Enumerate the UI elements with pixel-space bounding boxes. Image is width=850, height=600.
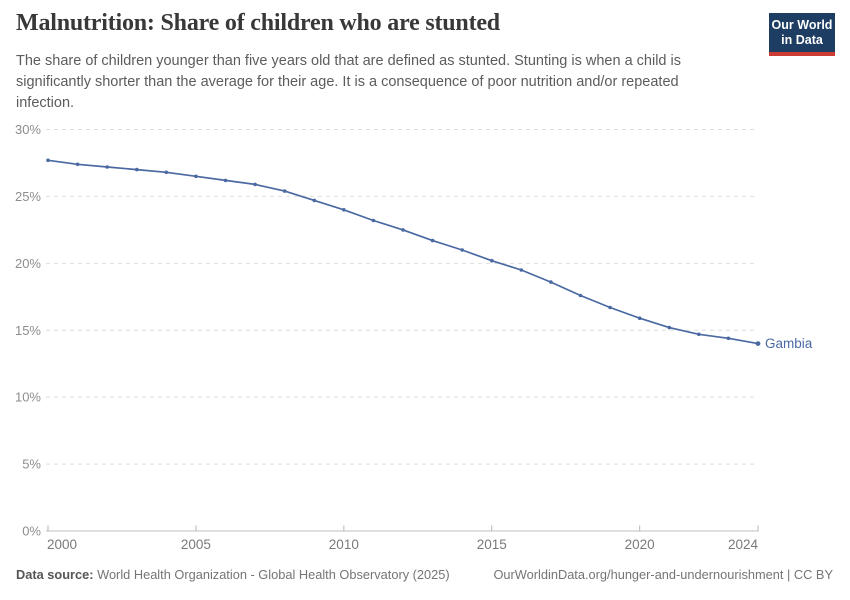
y-tick-label: 15%	[15, 323, 41, 338]
x-tick-label: 2010	[329, 537, 359, 552]
data-point[interactable]	[755, 341, 761, 346]
y-tick-label: 30%	[15, 122, 41, 137]
x-tick-label: 2005	[181, 537, 211, 552]
x-tick-label: 2015	[477, 537, 507, 552]
data-point[interactable]	[490, 258, 494, 263]
data-point[interactable]	[194, 174, 198, 179]
data-point[interactable]	[164, 170, 169, 175]
y-tick-label: 20%	[15, 256, 41, 271]
license-link[interactable]: OurWorldinData.org/hunger-and-undernouri…	[493, 567, 833, 582]
data-point[interactable]	[371, 218, 376, 223]
x-tick-label: 2024	[728, 537, 759, 552]
page-title: Malnutrition: Share of children who are …	[16, 10, 500, 36]
x-tick-label: 2020	[625, 537, 655, 552]
data-point[interactable]	[578, 293, 583, 298]
y-tick-label: 10%	[15, 390, 41, 405]
data-point[interactable]	[726, 336, 731, 341]
data-source-text[interactable]: World Health Organization - Global Healt…	[97, 567, 450, 582]
owid-logo-line2: in Data	[781, 33, 823, 47]
data-point[interactable]	[549, 280, 553, 284]
data-point[interactable]	[135, 167, 139, 172]
data-point[interactable]	[282, 189, 287, 193]
data-point[interactable]	[430, 238, 435, 243]
data-point[interactable]	[75, 162, 80, 167]
data-point[interactable]	[253, 182, 257, 187]
owid-logo[interactable]: Our World in Data	[769, 13, 835, 56]
data-point[interactable]	[105, 165, 109, 169]
data-point[interactable]	[608, 305, 612, 310]
series-end-label[interactable]: Gambia	[765, 336, 813, 351]
y-tick-label: 5%	[22, 457, 41, 472]
data-source-note: Data source: World Health Organization -…	[16, 567, 450, 582]
data-point[interactable]	[460, 248, 465, 252]
series-line[interactable]	[47, 159, 759, 345]
data-point[interactable]	[519, 268, 524, 272]
data-point[interactable]	[401, 228, 405, 232]
data-source-label: Data source:	[16, 567, 94, 582]
data-point[interactable]	[342, 208, 346, 212]
y-tick-label: 25%	[15, 189, 41, 204]
chart-subtitle: The share of children younger than five …	[16, 53, 681, 111]
data-point[interactable]	[697, 332, 701, 337]
data-point[interactable]	[223, 178, 228, 183]
y-tick-label: 0%	[22, 524, 41, 539]
data-point[interactable]	[46, 158, 50, 163]
data-point[interactable]	[637, 316, 642, 321]
data-point[interactable]	[667, 325, 672, 330]
owid-logo-line1: Our World	[771, 18, 833, 32]
x-tick-label: 2000	[47, 537, 77, 552]
data-point[interactable]	[312, 198, 317, 203]
